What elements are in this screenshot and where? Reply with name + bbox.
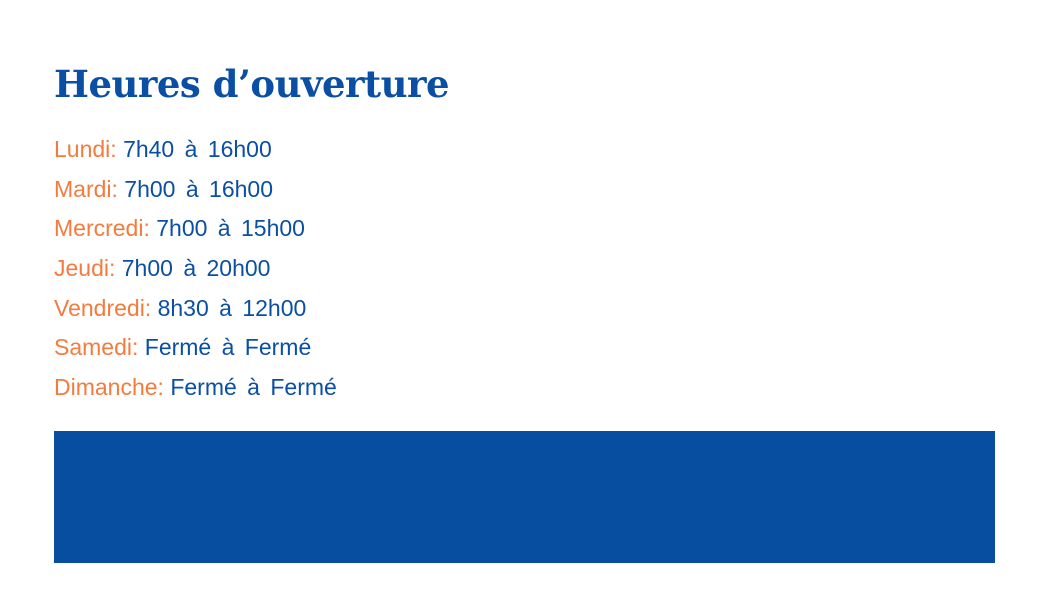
day-label: Samedi: <box>54 334 139 361</box>
opening-hours-list: Lundi: 7h40 à 16h00 Mardi: 7h00 à 16h00 … <box>54 133 337 411</box>
day-label: Mardi: <box>54 175 118 202</box>
day-label: Vendredi: <box>54 294 152 321</box>
hours-row-monday: Lundi: 7h40 à 16h00 <box>54 133 337 173</box>
time-range: Fermé à Fermé <box>144 334 312 361</box>
time-range: Fermé à Fermé <box>170 374 337 401</box>
time-range: 7h00 à 15h00 <box>156 215 305 242</box>
time-range: 7h00 à 16h00 <box>124 175 273 202</box>
time-range: 8h30 à 12h00 <box>157 294 307 321</box>
time-range: 7h40 à 16h00 <box>123 136 272 162</box>
hours-row-friday: Vendredi: 8h30 à 12h00 <box>54 292 337 332</box>
day-label: Mercredi: <box>54 215 150 242</box>
day-label: Lundi: <box>54 136 117 162</box>
blue-banner <box>54 431 995 563</box>
hours-row-thursday: Jeudi: 7h00 à 20h00 <box>54 252 337 292</box>
day-label: Dimanche: <box>54 374 164 401</box>
day-label: Jeudi: <box>54 255 116 282</box>
time-range: 7h00 à 20h00 <box>121 255 271 282</box>
hours-row-saturday: Samedi: Fermé à Fermé <box>54 331 337 371</box>
hours-row-wednesday: Mercredi: 7h00 à 15h00 <box>54 212 337 252</box>
page-title: Heures d’ouverture <box>54 62 450 106</box>
hours-row-sunday: Dimanche: Fermé à Fermé <box>54 371 337 411</box>
hours-row-tuesday: Mardi: 7h00 à 16h00 <box>54 173 337 213</box>
